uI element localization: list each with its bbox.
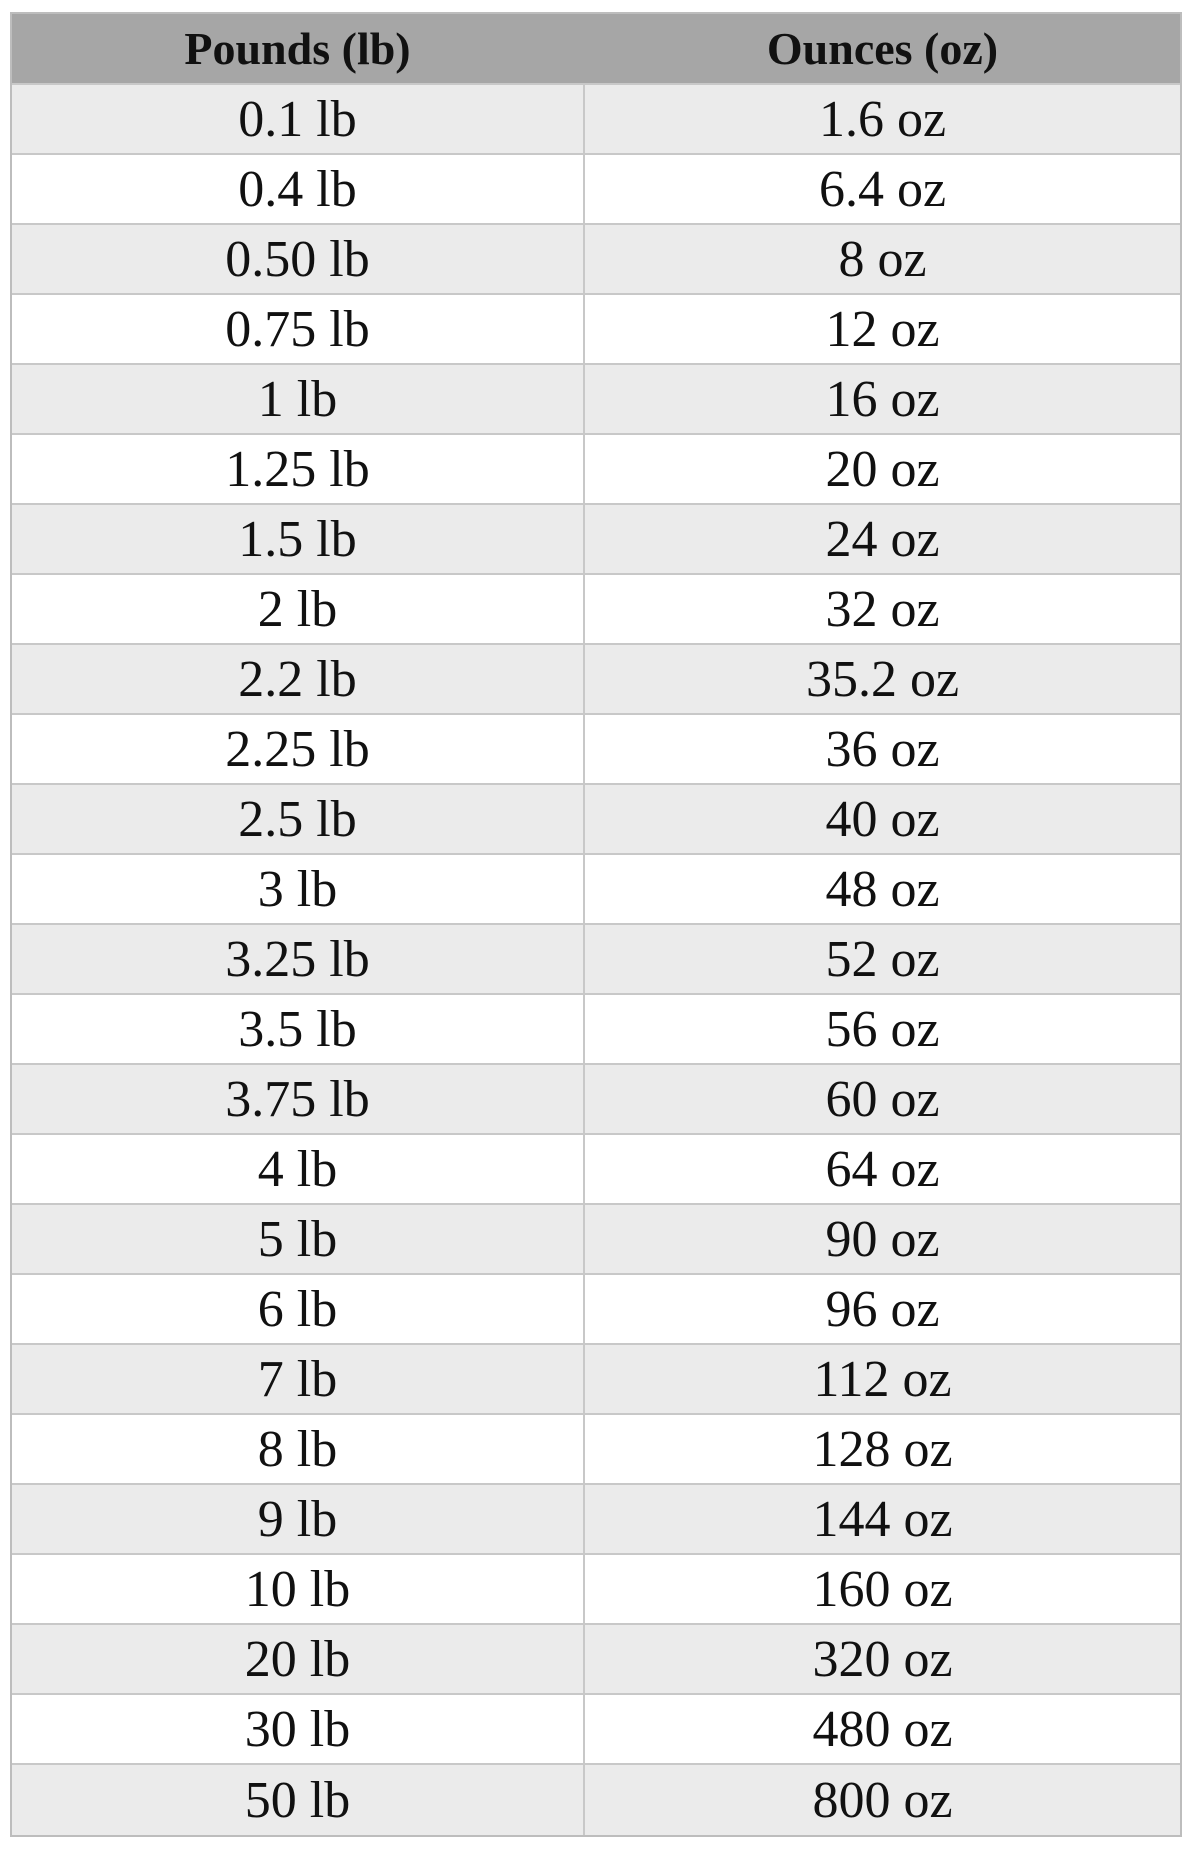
table-cell: 20 oz — [825, 440, 940, 498]
table-cell: 90 oz — [825, 1210, 940, 1268]
table-cell: 1.5 lb — [12, 505, 585, 573]
table-row: 0.4 lb 6.4 oz — [12, 155, 1180, 225]
table-cell: 10 lb — [12, 1555, 585, 1623]
table-row: 10 lb 160 oz — [12, 1555, 1180, 1625]
table-row: 0.1 lb 1.6 oz — [12, 85, 1180, 155]
table-row: 1 lb 16 oz — [12, 365, 1180, 435]
header-row: Pounds (lb) Ounces (oz) — [12, 14, 1180, 85]
table-cell: 480 oz — [812, 1700, 953, 1758]
table-cell: 96 oz — [825, 1280, 940, 1338]
table-row: 3.75 lb 60 oz — [12, 1065, 1180, 1135]
table-cell: 8 lb — [12, 1415, 585, 1483]
table-cell: 2.25 lb — [12, 715, 585, 783]
table-cell: 0.75 lb — [12, 295, 585, 363]
table-row: 3 lb 48 oz — [12, 855, 1180, 925]
table-cell: 144 oz — [812, 1490, 953, 1548]
table-row: 2.2 lb 35.2 oz — [12, 645, 1180, 715]
table-cell: 160 oz — [812, 1560, 953, 1618]
table-cell: 3.75 lb — [12, 1065, 585, 1133]
table-cell: 320 oz — [812, 1630, 953, 1688]
table-row: 1.25 lb 20 oz — [12, 435, 1180, 505]
table-row: 2 lb 32 oz — [12, 575, 1180, 645]
table-cell: 800 oz — [812, 1771, 953, 1829]
table-cell: 9 lb — [12, 1485, 585, 1553]
table-cell: 4 lb — [12, 1135, 585, 1203]
table-cell: 2 lb — [12, 575, 585, 643]
table-row: 7 lb 112 oz — [12, 1345, 1180, 1415]
table-cell: 30 lb — [12, 1695, 585, 1763]
table-row: 5 lb 90 oz — [12, 1205, 1180, 1275]
table-row: 0.50 lb 8 oz — [12, 225, 1180, 295]
header-cell: Pounds (lb) — [12, 14, 585, 83]
table-cell: 50 lb — [12, 1765, 585, 1835]
table-cell: 112 oz — [813, 1350, 952, 1408]
table-cell: 5 lb — [12, 1205, 585, 1273]
table-row: 50 lb 800 oz — [12, 1765, 1180, 1835]
table-cell: 35.2 oz — [805, 650, 960, 708]
table-cell: 7 lb — [12, 1345, 585, 1413]
table-cell: 1.25 lb — [12, 435, 585, 503]
table-row: 3.5 lb 56 oz — [12, 995, 1180, 1065]
table-row: 4 lb 64 oz — [12, 1135, 1180, 1205]
table-row: 20 lb 320 oz — [12, 1625, 1180, 1695]
table-cell: 8 oz — [838, 230, 927, 288]
table-cell: 16 oz — [825, 370, 940, 428]
table-cell: 56 oz — [825, 1000, 940, 1058]
table-row: 3.25 lb 52 oz — [12, 925, 1180, 995]
table-cell: 128 oz — [812, 1420, 953, 1478]
table-cell: 3 lb — [12, 855, 585, 923]
table-cell: 36 oz — [825, 720, 940, 778]
table-cell: 40 oz — [825, 790, 940, 848]
table-row: 8 lb 128 oz — [12, 1415, 1180, 1485]
table-cell: 32 oz — [825, 580, 940, 638]
table-cell: 20 lb — [12, 1625, 585, 1693]
table-cell: 2.2 lb — [12, 645, 585, 713]
table-row: 1.5 lb 24 oz — [12, 505, 1180, 575]
table-row: 6 lb 96 oz — [12, 1275, 1180, 1345]
table-row: 30 lb 480 oz — [12, 1695, 1180, 1765]
table-row: 0.75 lb 12 oz — [12, 295, 1180, 365]
table-cell: 0.4 lb — [12, 155, 585, 223]
table-cell: 0.50 lb — [12, 225, 585, 293]
conversion-table: Pounds (lb) Ounces (oz) 0.1 lb 1.6 oz 0.4 lb… — [10, 12, 1182, 1837]
table-cell: 1 lb — [12, 365, 585, 433]
table-cell: 48 oz — [825, 860, 940, 918]
table-cell: 6 lb — [12, 1275, 585, 1343]
table-cell: 6.4 oz — [818, 160, 947, 218]
table-cell: 52 oz — [825, 930, 940, 988]
table-cell: 64 oz — [825, 1140, 940, 1198]
table-cell: 12 oz — [825, 300, 940, 358]
table-cell: 60 oz — [825, 1070, 940, 1128]
table-cell: 3.5 lb — [12, 995, 585, 1063]
table-row: 9 lb 144 oz — [12, 1485, 1180, 1555]
table-row: 2.5 lb 40 oz — [12, 785, 1180, 855]
table-row: 2.25 lb 36 oz — [12, 715, 1180, 785]
header-cell: Ounces (oz) — [766, 23, 999, 74]
table-cell: 1.6 oz — [818, 90, 947, 148]
table-cell: 24 oz — [825, 510, 940, 568]
table-cell: 3.25 lb — [12, 925, 585, 993]
table-cell: 0.1 lb — [12, 85, 585, 153]
table-cell: 2.5 lb — [12, 785, 585, 853]
